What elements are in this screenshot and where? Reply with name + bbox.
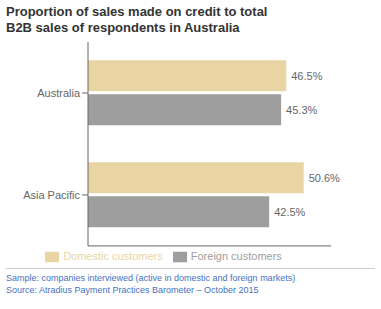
html-text:Foreign customers: Foreign customers — [190, 249, 282, 262]
html-text:Sample: companies interviewed: Sample: companies interviewed (active in… — [6, 273, 296, 283]
html-text:Source: Atradius Payment Pract: Source: Atradius Payment Practices Barom… — [6, 285, 259, 295]
html-text:Proportion of sales made on cr: Proportion of sales made on credit to to… — [6, 4, 268, 19]
svg-text:Australia: Australia — [37, 87, 81, 99]
svg-text:46.5%: 46.5% — [291, 70, 322, 82]
svg-text:Asia Pacific: Asia Pacific — [23, 189, 80, 201]
html-text:B2B sales of respondents in Au: B2B sales of respondents in Australia — [6, 20, 240, 35]
html-text:Domestic customers: Domestic customers — [63, 249, 163, 262]
svg-text:45.3%: 45.3% — [286, 104, 317, 116]
svg-text:42.5%: 42.5% — [274, 206, 305, 218]
svg-text:50.6%: 50.6% — [309, 172, 340, 184]
